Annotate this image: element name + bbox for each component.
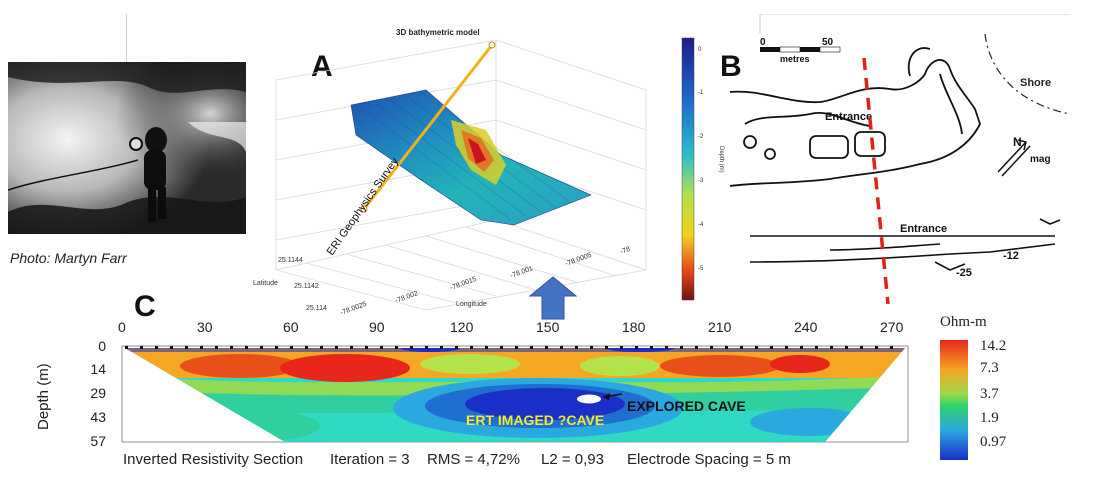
lat-tick: 25.114 [306,305,327,312]
model-title: 3D bathymetric model [396,28,480,37]
lon-tick: -78.0025 [339,301,367,317]
resistivity-legend: 14.2 7.3 3.7 1.9 0.97 [940,338,1030,466]
cave-survey-map: 0 50 metres Shore Entrance N mag Entranc… [730,14,1070,304]
survey-transect-line [862,57,890,304]
x-tick: 150 [536,319,560,335]
resistivity-unit-label: Ohm-m [940,314,987,330]
legend-value: 14.2 [980,338,1007,354]
ert-section: 0 30 60 90 120 150 180 210 240 270 [35,319,909,468]
caption-spacing: Electrode Spacing = 5 m [627,451,791,468]
photo-frame-line [126,14,127,62]
lon-tick: -78.002 [394,290,419,305]
scale-end: 50 [822,37,834,48]
x-tick: 60 [283,319,299,335]
colorbar-tick: -2 [698,134,704,140]
lat-tick: 25.1142 [294,283,319,290]
lat-tick: 25.1144 [278,257,303,264]
colorbar-tick: 0 [698,47,702,53]
cave-depression-highlight [451,120,506,185]
longitude-label: Longitude [456,301,487,308]
x-tick: 0 [118,319,126,335]
x-tick: 180 [622,319,646,335]
imaged-cave-label: ERT IMAGED ?CAVE [466,412,604,428]
bathymetric-3d-plot: 3D bathymetric model ERI Geophysics [253,28,647,317]
up-arrow-icon [529,276,577,320]
legend-value: 7.3 [980,360,999,376]
ert-survey-line [362,44,494,210]
caption-rms: RMS = 4,72% [427,451,520,468]
scale-bar: 0 50 metres [760,37,841,64]
colorbar-tick: -1 [698,90,704,96]
depth-colorbar: 0 -1 -2 -3 -4 -5 Depth (m) [681,37,724,301]
caption-l2: L2 = 0,93 [541,451,604,468]
x-tick: 30 [197,319,213,335]
panel-label-b: B [720,50,742,83]
y-tick: 0 [98,338,106,354]
latitude-label: Latitude [253,280,278,287]
legend-value: 1.9 [980,410,999,426]
cave-diver-photo [8,62,246,234]
shore-label: Shore [1020,77,1051,89]
x-tick: 240 [794,319,818,335]
scale-start: 0 [760,37,766,48]
panel-label-a: A [311,50,333,83]
caption-section: Inverted Resistivity Section [123,451,303,468]
lon-tick: -78.0005 [564,252,592,268]
survey-label: ERI Geophysics Survey [325,155,402,257]
electrode-markers [125,346,893,349]
lon-tick: -78 [619,246,631,256]
entrance-label-top: Entrance [825,111,872,123]
colorbar-tick: -4 [698,222,704,228]
y-tick: 43 [90,409,106,425]
x-tick: 90 [369,319,385,335]
photo-credit: Photo: Martyn Farr [10,250,127,266]
panel-label-c: C [134,290,156,323]
x-tick: 270 [880,319,904,335]
scale-unit: metres [780,54,810,64]
colorbar-label: Depth (m) [718,146,724,173]
north-arrow-icon [997,139,1031,177]
y-tick: 29 [90,385,106,401]
depth-label-25: -25 [956,267,972,279]
y-axis-label: Depth (m) [35,363,52,430]
legend-value: 0.97 [980,434,1007,450]
explored-cave-label: EXPLORED CAVE [627,398,746,414]
y-tick: 57 [90,433,106,449]
caption-iteration: Iteration = 3 [330,451,410,468]
colorbar-tick: -5 [698,266,704,272]
explored-cave-marker [577,394,601,404]
x-tick: 210 [708,319,732,335]
x-tick: 120 [450,319,474,335]
legend-value: 3.7 [980,386,999,402]
entrance-label-bottom: Entrance [900,223,947,235]
depth-label-12: -12 [1003,250,1019,262]
mag-label: mag [1030,154,1051,165]
colorbar-tick: -3 [698,178,704,184]
y-tick: 14 [90,361,106,377]
north-label: N [1013,135,1022,149]
